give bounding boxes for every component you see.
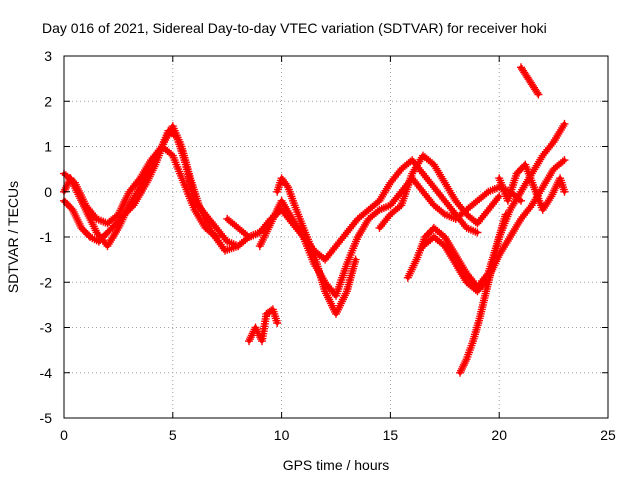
series-markers [375, 151, 504, 232]
y-tick-label: -3 [40, 320, 53, 336]
series-track-11 [456, 210, 510, 377]
series-markers [245, 305, 282, 346]
y-tick-label: -4 [40, 365, 53, 381]
series-track-12 [495, 160, 569, 214]
y-tick-label: -1 [40, 229, 53, 245]
series-track-3 [60, 142, 221, 241]
y-tick-label: 3 [44, 48, 52, 64]
data-traces [60, 63, 569, 377]
x-tick-label: 10 [274, 427, 290, 443]
x-tick-label: 25 [600, 427, 616, 443]
y-tick-label: 2 [44, 93, 52, 109]
series-markers [273, 174, 360, 318]
series-track-13 [517, 63, 543, 99]
axis-ticks [63, 55, 609, 419]
series-markers [495, 160, 569, 214]
x-tick-label: 20 [491, 427, 507, 443]
grid [64, 56, 608, 418]
series-track-6 [273, 174, 360, 318]
y-axis-label: SDTVAR / TECUs [5, 181, 21, 293]
series-track-7 [245, 305, 282, 346]
x-tick-label: 15 [383, 427, 399, 443]
x-axis-label: GPS time / hours [283, 457, 390, 473]
x-tick-labels: 0 5 10 15 20 25 [60, 427, 616, 443]
y-tick-labels: 3 2 1 0 -1 -2 -3 -4 -5 [40, 48, 53, 426]
y-tick-label: 1 [44, 139, 52, 155]
y-tick-label: 0 [44, 184, 52, 200]
y-tick-label: -2 [40, 274, 53, 290]
chart-title: Day 016 of 2021, Sidereal Day-to-day VTE… [42, 20, 547, 36]
x-tick-label: 5 [169, 427, 177, 443]
series-markers [517, 63, 543, 99]
x-tick-label: 0 [60, 427, 68, 443]
y-tick-label: -5 [40, 410, 53, 426]
series-markers [456, 210, 510, 377]
series-track-8 [375, 151, 504, 232]
